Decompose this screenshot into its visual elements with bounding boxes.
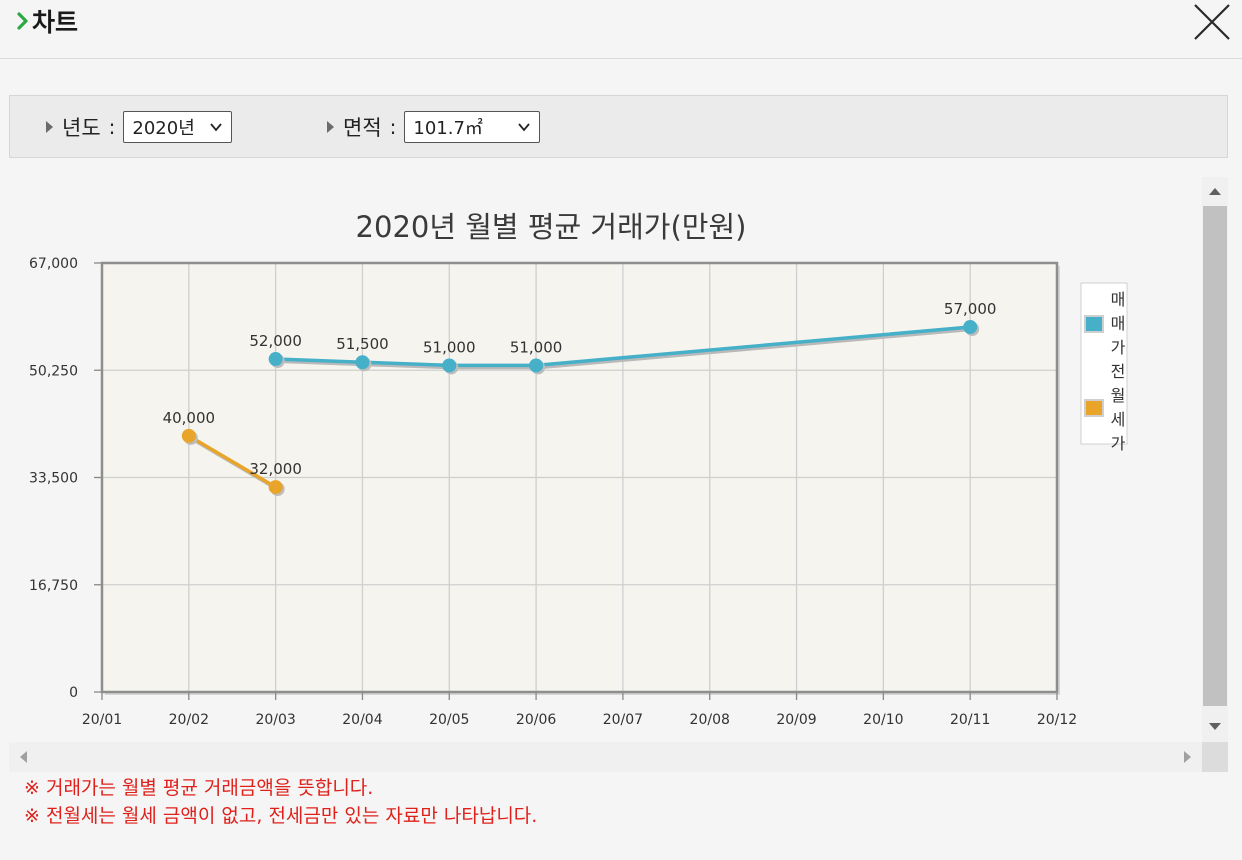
- close-icon[interactable]: [1192, 2, 1232, 42]
- dialog-title-text: 차트: [32, 8, 79, 37]
- area-select-value: 101.7㎡: [413, 118, 483, 139]
- x-tick-label: 20/08: [690, 712, 730, 728]
- year-label: 년도: [62, 116, 101, 140]
- data-label: 51,500: [336, 335, 389, 353]
- note-item: ※ 거래가는 월별 평균 거래금액을 뜻합니다.: [24, 777, 374, 799]
- chevron-down-icon: [210, 123, 223, 132]
- legend-swatch: [1084, 315, 1104, 333]
- area-select[interactable]: 101.7㎡: [404, 111, 541, 143]
- chart-title: 2020년 월별 평균 거래가(만원): [356, 210, 747, 244]
- area-filter: 면적 : 101.7㎡: [327, 110, 541, 144]
- triangle-right-icon: [327, 121, 334, 133]
- x-tick-label: 20/03: [255, 712, 295, 728]
- x-tick-label: 20/12: [1037, 712, 1077, 728]
- notes: ※ 거래가는 월별 평균 거래금액을 뜻합니다. ※ 전월세는 월세 금액이 없…: [24, 774, 537, 830]
- x-tick-label: 20/05: [429, 712, 469, 728]
- data-label: 52,000: [249, 332, 302, 350]
- vertical-scrollbar[interactable]: [1202, 177, 1228, 742]
- vertical-scroll-thumb[interactable]: [1203, 206, 1227, 706]
- x-tick-label: 20/01: [82, 712, 122, 728]
- scroll-up-arrow-icon[interactable]: [1209, 188, 1221, 195]
- scroll-right-arrow-icon[interactable]: [1184, 751, 1191, 763]
- year-filter: 년도 : 2020년: [46, 110, 233, 144]
- legend-label-char: 월: [1111, 386, 1126, 405]
- y-tick-label: 0: [69, 685, 78, 701]
- data-label: 51,000: [510, 338, 563, 356]
- scrollbar-corner: [1202, 742, 1228, 772]
- legend-label-char: 가: [1111, 338, 1126, 357]
- x-tick-label: 20/02: [169, 712, 209, 728]
- x-tick-label: 20/06: [516, 712, 556, 728]
- data-point[interactable]: [355, 355, 370, 370]
- legend-box: [1080, 282, 1128, 445]
- data-point[interactable]: [529, 358, 544, 373]
- data-label: 51,000: [423, 338, 476, 356]
- chevron-right-icon: [17, 12, 28, 30]
- price-chart: 2020년 월별 평균 거래가(만원) 0 16,750 33,500 50,250 67…: [29, 210, 1128, 728]
- legend-label-char: 매: [1111, 314, 1126, 333]
- legend-swatch: [1084, 399, 1104, 417]
- triangle-right-icon: [46, 121, 53, 133]
- x-tick-label: 20/04: [342, 712, 382, 728]
- dialog-header: 차트: [0, 0, 1242, 59]
- y-tick-label: 67,000: [29, 256, 78, 272]
- area-label: 면적: [343, 116, 382, 140]
- note-item: ※ 전월세는 월세 금액이 없고, 전세금만 있는 자료만 나타납니다.: [24, 805, 538, 827]
- close-button[interactable]: [1192, 2, 1232, 42]
- filter-bar: 년도 : 2020년 면적 : 101.7㎡: [9, 95, 1228, 158]
- y-tick-label: 16,750: [29, 578, 78, 594]
- x-tick-label: 20/07: [603, 712, 643, 728]
- x-tick-label: 20/09: [776, 712, 816, 728]
- data-label: 40,000: [163, 409, 216, 427]
- legend-label-char: 전: [1111, 362, 1126, 381]
- data-point[interactable]: [442, 358, 457, 373]
- dialog-title: 차트: [16, 4, 78, 38]
- y-tick-label: 50,250: [29, 363, 78, 379]
- area-colon: :: [389, 115, 397, 139]
- data-point[interactable]: [268, 352, 283, 367]
- year-colon: :: [108, 115, 116, 139]
- data-label: 57,000: [944, 300, 997, 318]
- y-tick-label: 33,500: [29, 471, 78, 487]
- legend-label-char: 매: [1111, 290, 1126, 309]
- x-tick-label: 20/11: [950, 712, 990, 728]
- legend-label-char: 가: [1111, 434, 1126, 453]
- scroll-down-arrow-icon[interactable]: [1209, 723, 1221, 730]
- data-label: 32,000: [249, 460, 302, 478]
- year-select-value: 2020년: [132, 118, 195, 139]
- legend-label-char: 세: [1111, 410, 1126, 429]
- horizontal-scrollbar[interactable]: [9, 742, 1202, 772]
- data-point[interactable]: [181, 428, 196, 443]
- year-select[interactable]: 2020년: [123, 111, 233, 143]
- chevron-down-icon: [518, 123, 531, 132]
- scroll-left-arrow-icon[interactable]: [20, 751, 27, 763]
- plot-border: [100, 261, 1059, 694]
- x-tick-label: 20/10: [863, 712, 903, 728]
- data-point[interactable]: [963, 320, 978, 335]
- series-line: [187, 434, 277, 489]
- data-point[interactable]: [268, 480, 283, 495]
